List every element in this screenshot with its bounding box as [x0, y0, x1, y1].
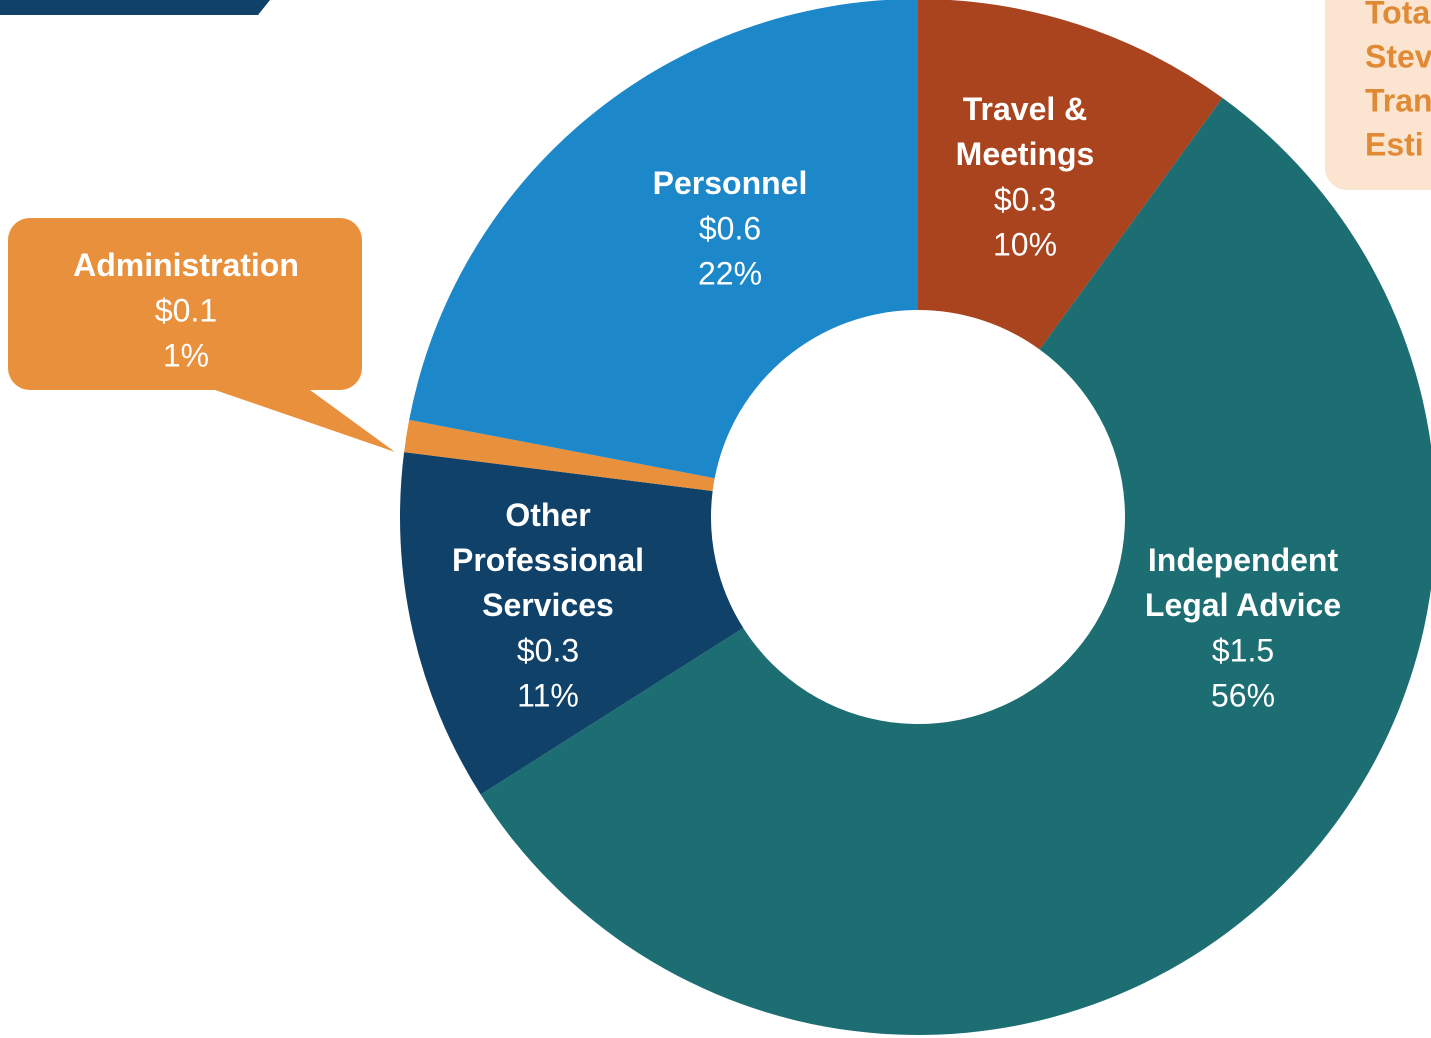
callout-pointer — [215, 390, 395, 452]
label-line: Other — [505, 497, 590, 533]
label-line: Legal Advice — [1145, 587, 1341, 623]
percent-label: 10% — [993, 226, 1057, 262]
annotation-text: Stev — [1365, 38, 1431, 74]
donut-slice — [918, 0, 1223, 350]
donut-slice — [480, 97, 1431, 1035]
percent-label: 1% — [163, 337, 209, 373]
amount-label: $0.1 — [155, 292, 217, 328]
label-line: Services — [482, 587, 614, 623]
label-line: Administration — [73, 247, 299, 283]
label-line: Personnel — [653, 165, 808, 201]
percent-label: 11% — [517, 677, 579, 713]
callout-box — [8, 218, 362, 390]
annotation-text: Tota — [1365, 0, 1430, 30]
slice-label: Travel & Meetings — [956, 91, 1095, 172]
slice-label: Administration — [73, 247, 299, 283]
amount-label: $1.5 — [1212, 632, 1274, 668]
slice-label: Personnel — [653, 165, 808, 201]
amount-label: $0.6 — [699, 210, 761, 246]
percent-label: 22% — [698, 255, 762, 291]
annotation-box — [1325, 0, 1431, 190]
label-line: Travel & — [963, 91, 1088, 127]
donut-slice — [400, 452, 744, 795]
donut-slice — [409, 0, 918, 479]
donut-slice — [404, 419, 715, 492]
percent-label: 56% — [1211, 677, 1275, 713]
slice-label: Independent Legal Advice — [1145, 542, 1341, 623]
label-line: Meetings — [956, 136, 1095, 172]
slice-label: Other Professional Services — [452, 497, 644, 623]
annotation-text: Esti — [1365, 126, 1424, 162]
header-bar — [0, 0, 270, 15]
label-line: Independent — [1148, 542, 1339, 578]
amount-label: $0.3 — [517, 632, 579, 668]
label-line: Professional — [452, 542, 644, 578]
annotation-text: Tran — [1365, 82, 1431, 118]
amount-label: $0.3 — [994, 181, 1056, 217]
